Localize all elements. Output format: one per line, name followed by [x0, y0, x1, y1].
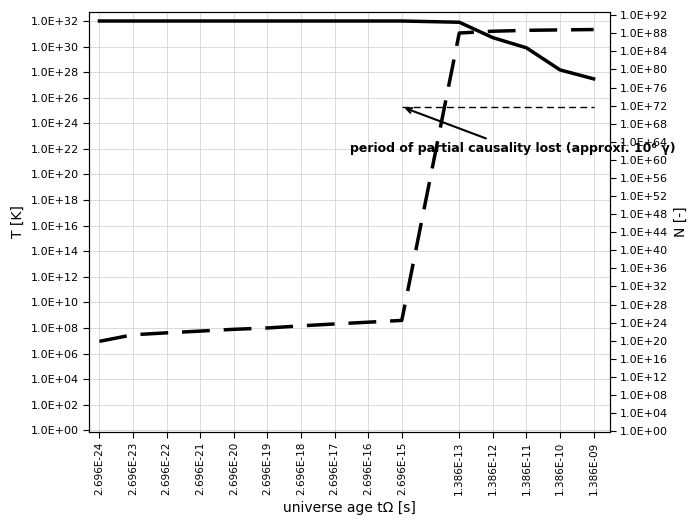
Y-axis label: N [-]: N [-] — [674, 207, 688, 237]
Y-axis label: T [K]: T [K] — [11, 205, 25, 238]
X-axis label: universe age tΩ [s]: universe age tΩ [s] — [283, 501, 416, 515]
Text: period of partial causality lost (approxi. 10⁶ γ): period of partial causality lost (approx… — [350, 108, 676, 155]
